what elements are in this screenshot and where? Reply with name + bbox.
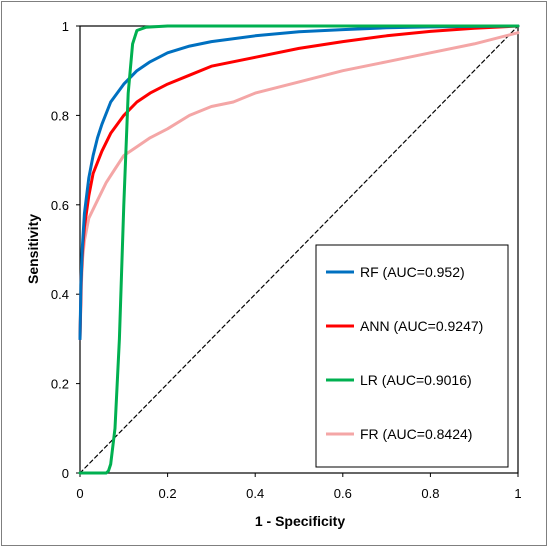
series-line-fr (78, 31, 520, 341)
reference-diagonal-line (79, 25, 519, 474)
y-tick-label: 0.8 (51, 108, 69, 123)
legend-entry-label: LR (AUC=0.9016) (360, 372, 472, 388)
series-line-lr (78, 24, 520, 475)
tick-labels: 0 0.2 0.4 0.6 0.8 1 0 0.2 0.4 0.6 0.8 1 (51, 19, 522, 501)
y-tick-label: 1 (62, 19, 69, 34)
y-tick-label: 0 (62, 466, 69, 481)
x-tick-label: 0.6 (334, 486, 352, 501)
x-tick-label: 0.4 (246, 486, 264, 501)
legend-entry-label: ANN (AUC=0.9247) (360, 318, 483, 334)
legend: RF (AUC=0.952) ANN (AUC=0.9247) LR (AUC=0.… (315, 244, 509, 468)
legend-entry-label: RF (AUC=0.952) (360, 264, 465, 280)
y-axis-label: Sensitivity (25, 214, 41, 284)
x-tick-label: 0.2 (159, 486, 177, 501)
x-tick-label: 0.8 (421, 486, 439, 501)
x-tick-label: 1 (514, 486, 521, 501)
y-tick-label: 0.2 (51, 377, 69, 392)
legend-box (315, 244, 509, 468)
x-tick-label: 0 (76, 486, 83, 501)
x-axis-label: 1 - Specificity (255, 513, 345, 529)
series-line-ann (78, 24, 520, 341)
curves (78, 24, 520, 475)
legend-entry-label: FR (AUC=0.8424) (360, 426, 472, 442)
y-tick-label: 0.4 (51, 287, 69, 302)
y-tick-label: 0.6 (51, 198, 69, 213)
series-line-rf (78, 24, 520, 341)
